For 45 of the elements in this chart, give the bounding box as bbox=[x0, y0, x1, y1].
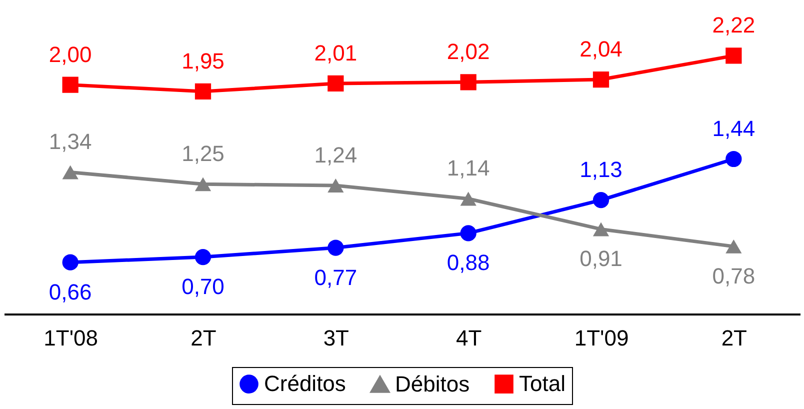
point bbox=[726, 48, 742, 64]
data-label: 0,88 bbox=[446, 250, 490, 276]
x-tick-label: 4T bbox=[456, 326, 482, 350]
data-label: 0,66 bbox=[48, 279, 92, 304]
point bbox=[460, 192, 476, 206]
point bbox=[194, 177, 212, 192]
data-label: 1,13 bbox=[580, 157, 622, 182]
point bbox=[62, 254, 78, 270]
point bbox=[726, 239, 742, 254]
point bbox=[592, 222, 610, 236]
x-tick-label: 1T'08 bbox=[44, 326, 98, 350]
point bbox=[328, 240, 344, 256]
data-label: 1,14 bbox=[446, 156, 490, 181]
data-label: 2,02 bbox=[446, 39, 490, 64]
point bbox=[328, 75, 344, 92]
point bbox=[194, 248, 212, 266]
point bbox=[62, 165, 78, 180]
data-label: 2,04 bbox=[580, 36, 622, 62]
data-label: 0,77 bbox=[314, 264, 358, 290]
point bbox=[460, 225, 476, 242]
x-tick-label: 3T bbox=[323, 326, 350, 350]
x-tick-label: 2T bbox=[721, 326, 748, 350]
point bbox=[592, 192, 610, 208]
x-tick-label: 2T bbox=[190, 326, 216, 350]
point bbox=[194, 83, 212, 100]
legend-label: Créditos bbox=[264, 371, 346, 396]
legend-label: Total bbox=[519, 371, 566, 396]
data-label: 0,78 bbox=[712, 263, 756, 288]
data-label: 0,70 bbox=[182, 274, 224, 300]
data-label: 2,22 bbox=[712, 12, 756, 38]
x-tick-label: 1T'09 bbox=[574, 326, 629, 350]
data-label: 2,00 bbox=[48, 42, 92, 67]
data-label: 0,91 bbox=[580, 246, 622, 272]
point bbox=[726, 150, 742, 168]
data-label: 2,01 bbox=[314, 40, 358, 66]
data-label: 1,34 bbox=[48, 129, 92, 154]
point bbox=[460, 74, 476, 90]
data-label: 1,25 bbox=[182, 141, 224, 166]
data-label: 1,44 bbox=[712, 116, 756, 141]
point bbox=[62, 76, 78, 93]
data-label: 1,95 bbox=[182, 48, 224, 74]
point bbox=[592, 71, 610, 88]
point bbox=[328, 178, 344, 192]
legend-label: Débitos bbox=[395, 372, 470, 397]
data-label: 1,24 bbox=[314, 142, 358, 168]
